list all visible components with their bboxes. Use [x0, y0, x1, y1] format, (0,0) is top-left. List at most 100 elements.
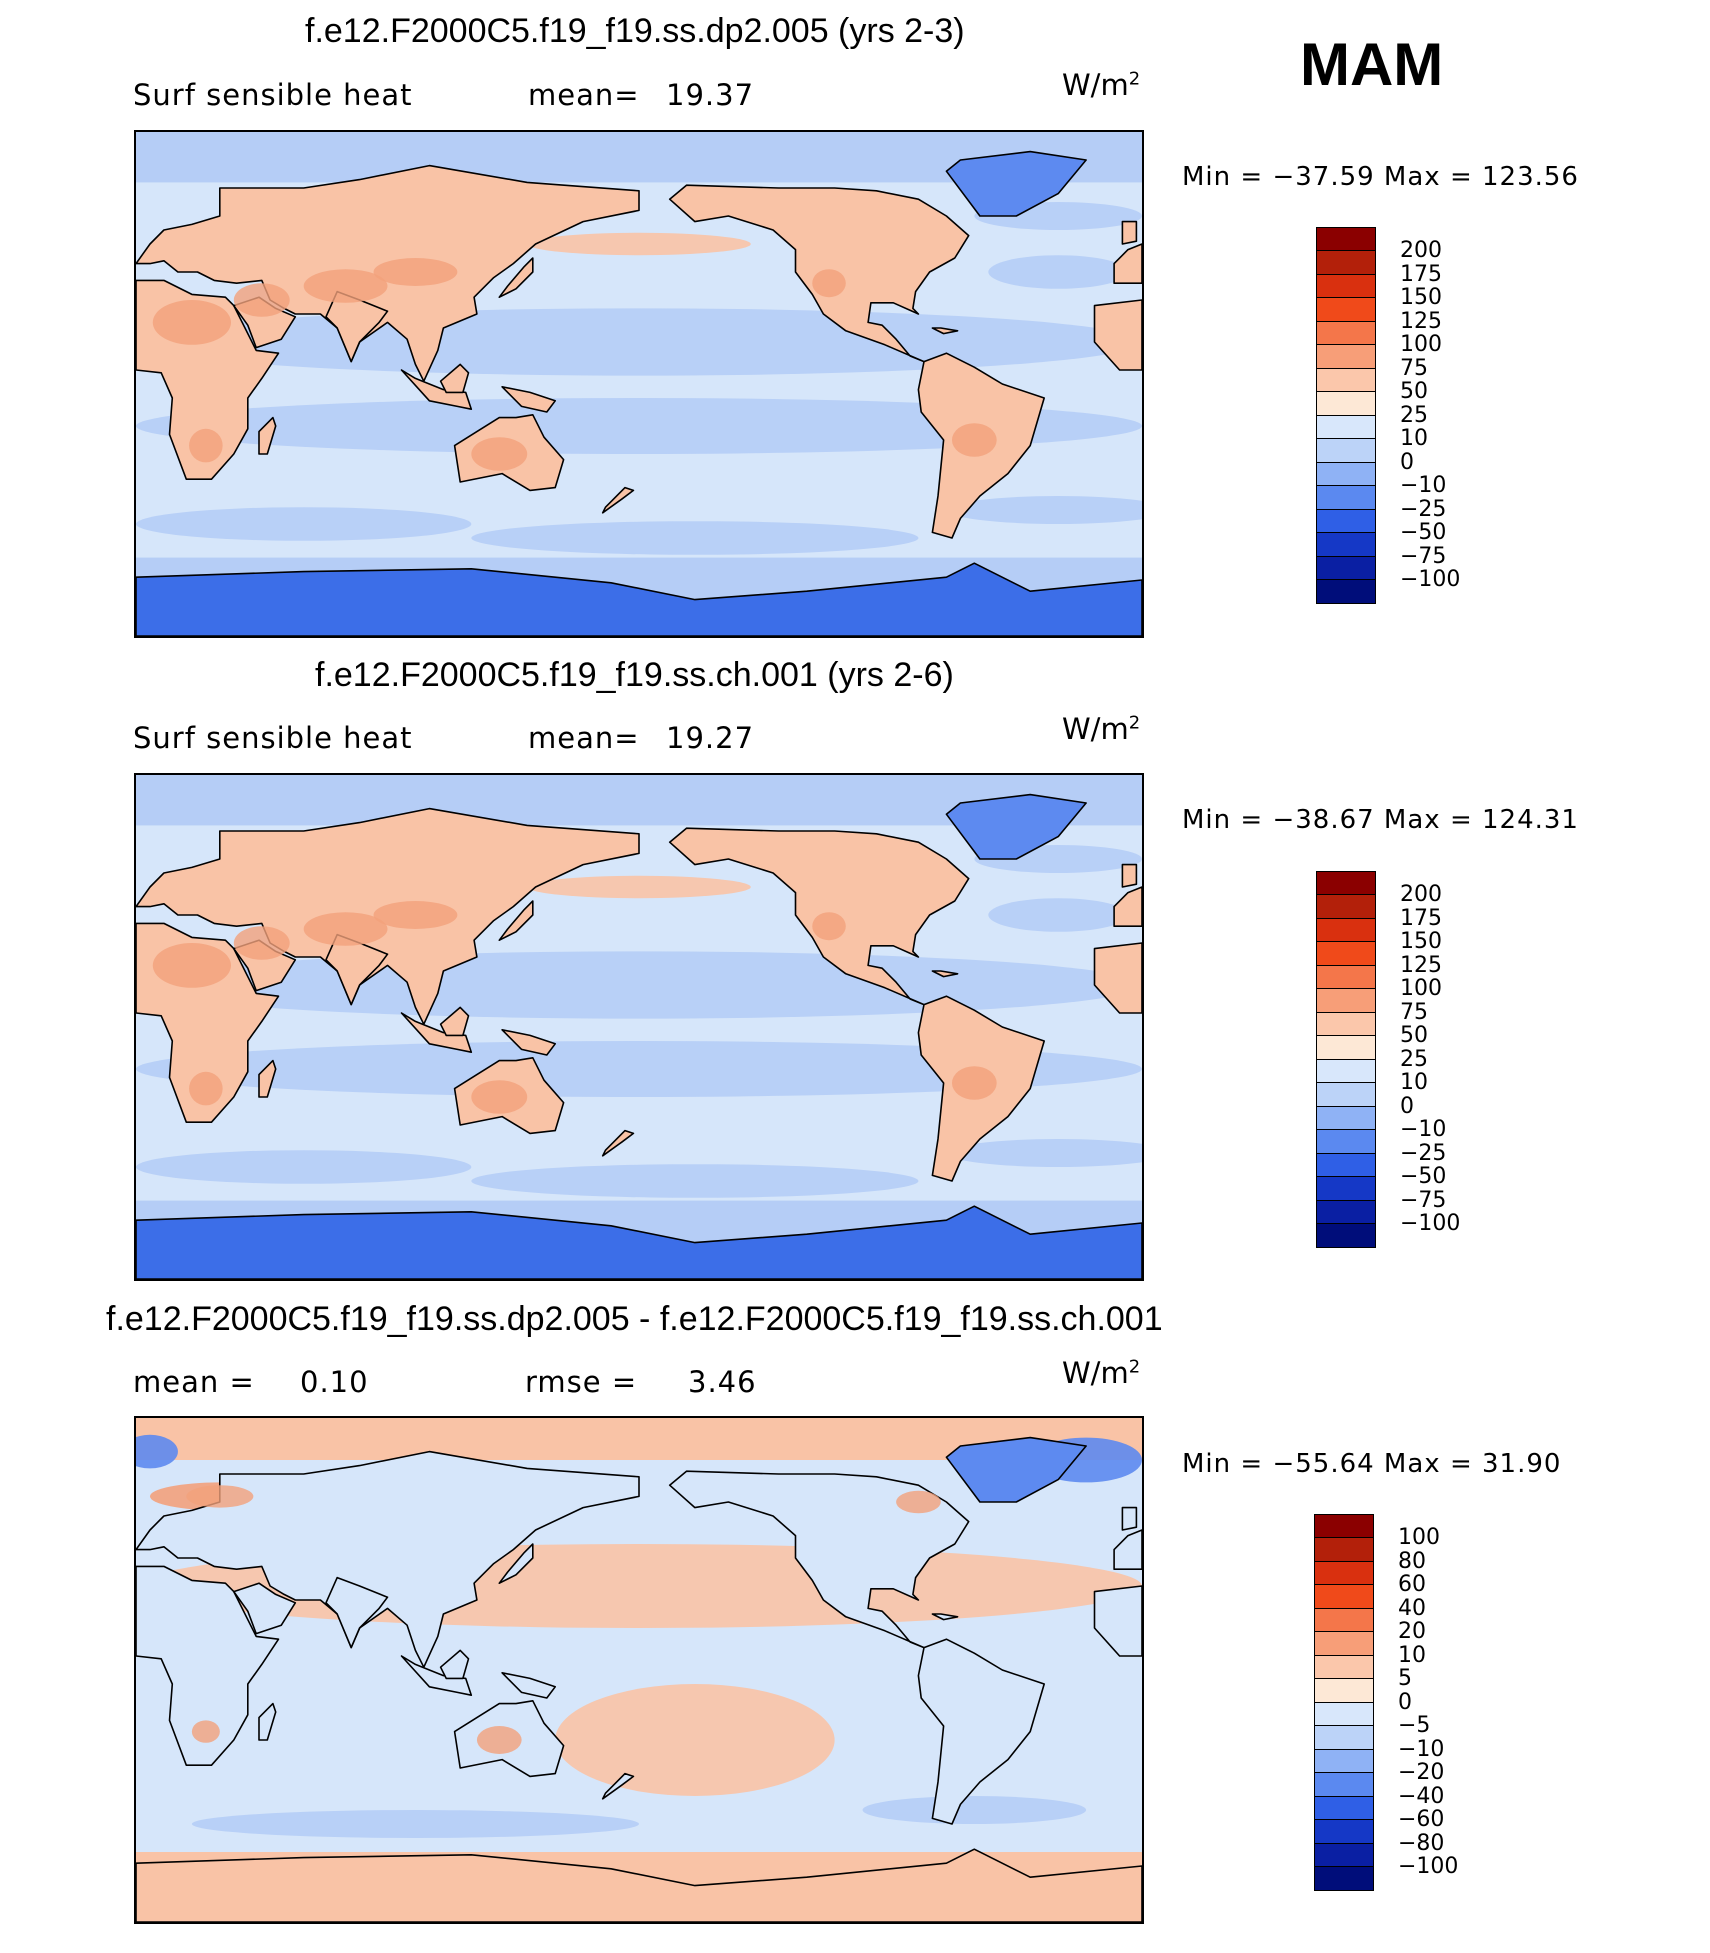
panel-3-rmse-label: rmse = — [525, 1365, 638, 1399]
landmass-greenland — [945, 150, 1087, 217]
land-hotspot — [303, 912, 388, 946]
landmass-greenland — [945, 1436, 1087, 1503]
colorbar-swatch — [1316, 1129, 1376, 1154]
colorbar-tick-label: −25 — [1400, 1140, 1447, 1166]
landmass-ng — [501, 386, 557, 413]
colorbar-swatch — [1314, 1631, 1374, 1656]
colorbar-swatch — [1316, 532, 1376, 557]
landmass-africa_w — [1093, 1585, 1142, 1657]
colorbar-tick-label: 50 — [1400, 379, 1428, 404]
landmass-europe_w — [1113, 243, 1142, 284]
landmass-antarctica — [136, 1205, 1142, 1279]
field-anomaly — [527, 875, 751, 899]
colorbar-tick-label: 125 — [1400, 308, 1442, 334]
field-anomaly — [136, 507, 472, 541]
colorbar-tick-label: 125 — [1400, 952, 1442, 978]
colorbar-swatch — [1316, 988, 1376, 1013]
land-hotspot — [152, 300, 232, 345]
landmass-africa_w — [1093, 299, 1142, 371]
colorbar-swatch — [1314, 1607, 1374, 1633]
landmass-japan — [498, 900, 534, 941]
colorbar-tick-label: 100 — [1400, 976, 1442, 1001]
panel-3-rmse-value: 3.46 — [688, 1365, 757, 1399]
panel-3-colorbar: 100 80 60 40 20 10 5 0 −5 −10 −20 −40 −60 −80 −100 — [1314, 1513, 1458, 1891]
colorbar-swatch — [1316, 941, 1376, 966]
landmass-samerica — [917, 1638, 1046, 1825]
colorbar-swatch — [1316, 320, 1376, 346]
colorbar-swatch — [1314, 1842, 1374, 1868]
landmass-nz — [601, 1129, 635, 1157]
colorbar-swatch — [1316, 438, 1376, 463]
colorbar-tick-label: −20 — [1398, 1760, 1445, 1785]
colorbar-swatch — [1316, 1058, 1376, 1084]
colorbar-tick-label: 10 — [1400, 1070, 1428, 1095]
colorbar-swatch — [1314, 1654, 1374, 1680]
field-anomaly — [988, 898, 1129, 932]
panel-1-colorbar: 200 175 150 125 100 75 50 25 10 0 −10 −25 −50 −75 −100 — [1316, 226, 1460, 604]
land-hotspot — [951, 423, 997, 457]
colorbar-tick-label: 0 — [1400, 449, 1414, 475]
landmass-ng — [501, 1672, 557, 1699]
landmass-nz — [601, 486, 635, 514]
panel-2-title: f.e12.F2000C5.f19_f19.ss.ch.001 (yrs 2-6… — [315, 656, 954, 694]
colorbar-swatch — [1314, 1537, 1374, 1562]
colorbar-tick-label: −60 — [1398, 1807, 1445, 1832]
colorbar-tick-label: 25 — [1400, 1046, 1428, 1072]
land-hotspot — [233, 283, 290, 317]
landmass-antarctica — [136, 562, 1142, 636]
colorbar-swatch — [1316, 870, 1376, 896]
land-hotspot — [373, 901, 458, 929]
colorbar-tick-label: −50 — [1400, 1164, 1447, 1189]
land-hotspot — [896, 1490, 941, 1514]
landmass-borneo — [439, 1649, 470, 1680]
landmass-nz — [601, 1772, 635, 1800]
colorbar-tick-label: −100 — [1400, 567, 1461, 592]
field-anomaly — [471, 1164, 919, 1198]
colorbar-tick-label: −100 — [1398, 1854, 1459, 1879]
field-anomaly — [136, 398, 1142, 454]
colorbar-swatch — [1314, 1701, 1374, 1727]
colorbar-tick-label: 100 — [1398, 1525, 1440, 1550]
colorbar-tick-label: 10 — [1400, 426, 1428, 451]
landmass-eurasia — [136, 1450, 640, 1668]
colorbar-swatch — [1314, 1795, 1374, 1821]
land-hotspot — [186, 1485, 254, 1508]
colorbar-swatch — [1314, 1748, 1374, 1774]
panel-1-field-label: Surf sensible heat — [133, 78, 413, 112]
landmass-indonesia — [400, 369, 473, 411]
colorbar-swatch — [1316, 367, 1376, 393]
panel-1-mean-value: 19.37 — [666, 78, 755, 112]
landmass-ng — [501, 1029, 557, 1056]
landmass-uk — [1121, 220, 1138, 245]
colorbar-tick-label: 60 — [1398, 1572, 1426, 1597]
colorbar-tick-label: 0 — [1398, 1689, 1412, 1715]
colorbar-swatch — [1316, 297, 1376, 322]
colorbar-tick-label: −5 — [1398, 1713, 1431, 1738]
landmass-madagascar — [258, 1702, 277, 1741]
landmass-uk — [1121, 1506, 1138, 1531]
panel-2-mean-label: mean= — [528, 721, 640, 755]
landmass-caribbean — [931, 970, 959, 978]
colorbar-tick-label: −10 — [1400, 1117, 1447, 1142]
colorbar-swatch — [1316, 1223, 1376, 1248]
colorbar-swatch — [1314, 1725, 1374, 1750]
field-anomaly — [862, 1796, 1087, 1824]
colorbar-tick-label: 200 — [1400, 882, 1442, 907]
colorbar-tick-label: 80 — [1398, 1548, 1426, 1574]
colorbar-tick-label: −75 — [1400, 1187, 1447, 1213]
field-anomaly — [471, 521, 919, 555]
field-anomaly — [163, 1737, 444, 1771]
field-anomaly — [555, 1684, 835, 1796]
landmass-europe_w — [1113, 1529, 1142, 1570]
panel-1-min-max: Min = −37.59 Max = 123.56 — [1182, 162, 1579, 192]
colorbar-swatch — [1316, 344, 1376, 369]
colorbar-swatch — [1316, 485, 1376, 510]
panel-1-mean-label: mean= — [528, 78, 640, 112]
landmass-indonesia — [400, 1012, 473, 1054]
colorbar-swatch — [1316, 964, 1376, 990]
panel-1-title: f.e12.F2000C5.f19_f19.ss.dp2.005 (yrs 2-… — [305, 12, 965, 50]
colorbar-tick-label: 5 — [1398, 1666, 1412, 1691]
colorbar-swatch — [1316, 1152, 1376, 1178]
land-hotspot — [303, 269, 388, 303]
colorbar-tick-label: −100 — [1400, 1211, 1461, 1236]
